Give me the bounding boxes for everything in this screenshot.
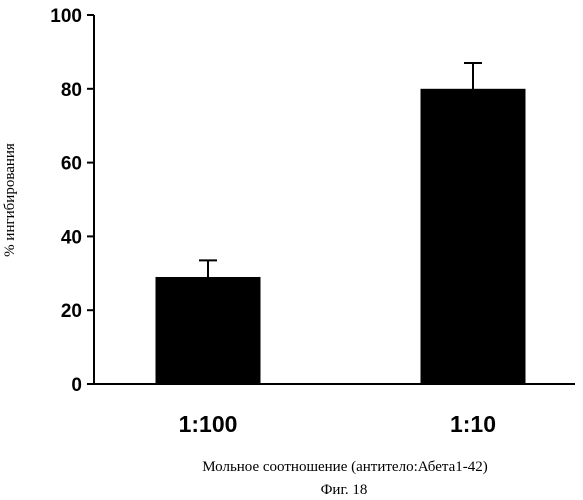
bar <box>421 89 526 384</box>
y-tick-label: 80 <box>61 80 82 101</box>
x-tick-label: 1:10 <box>450 411 496 437</box>
y-tick-label: 20 <box>61 301 82 322</box>
y-tick-label: 100 <box>50 6 82 27</box>
y-tick-label: 0 <box>71 375 82 396</box>
x-tick-label: 1:100 <box>179 411 238 437</box>
x-axis-title: Мольное соотношение (антитело:Абета1-42) <box>202 459 488 475</box>
plot-area: 0 20 40 60 80 100 1:100 1:10 <box>50 6 575 437</box>
bar <box>156 277 261 384</box>
figure-caption: Фиг. 18 <box>321 482 368 498</box>
y-axis-title: % ингибирования <box>2 143 18 257</box>
y-tick-label: 60 <box>61 154 82 175</box>
y-tick-label: 40 <box>61 227 82 248</box>
